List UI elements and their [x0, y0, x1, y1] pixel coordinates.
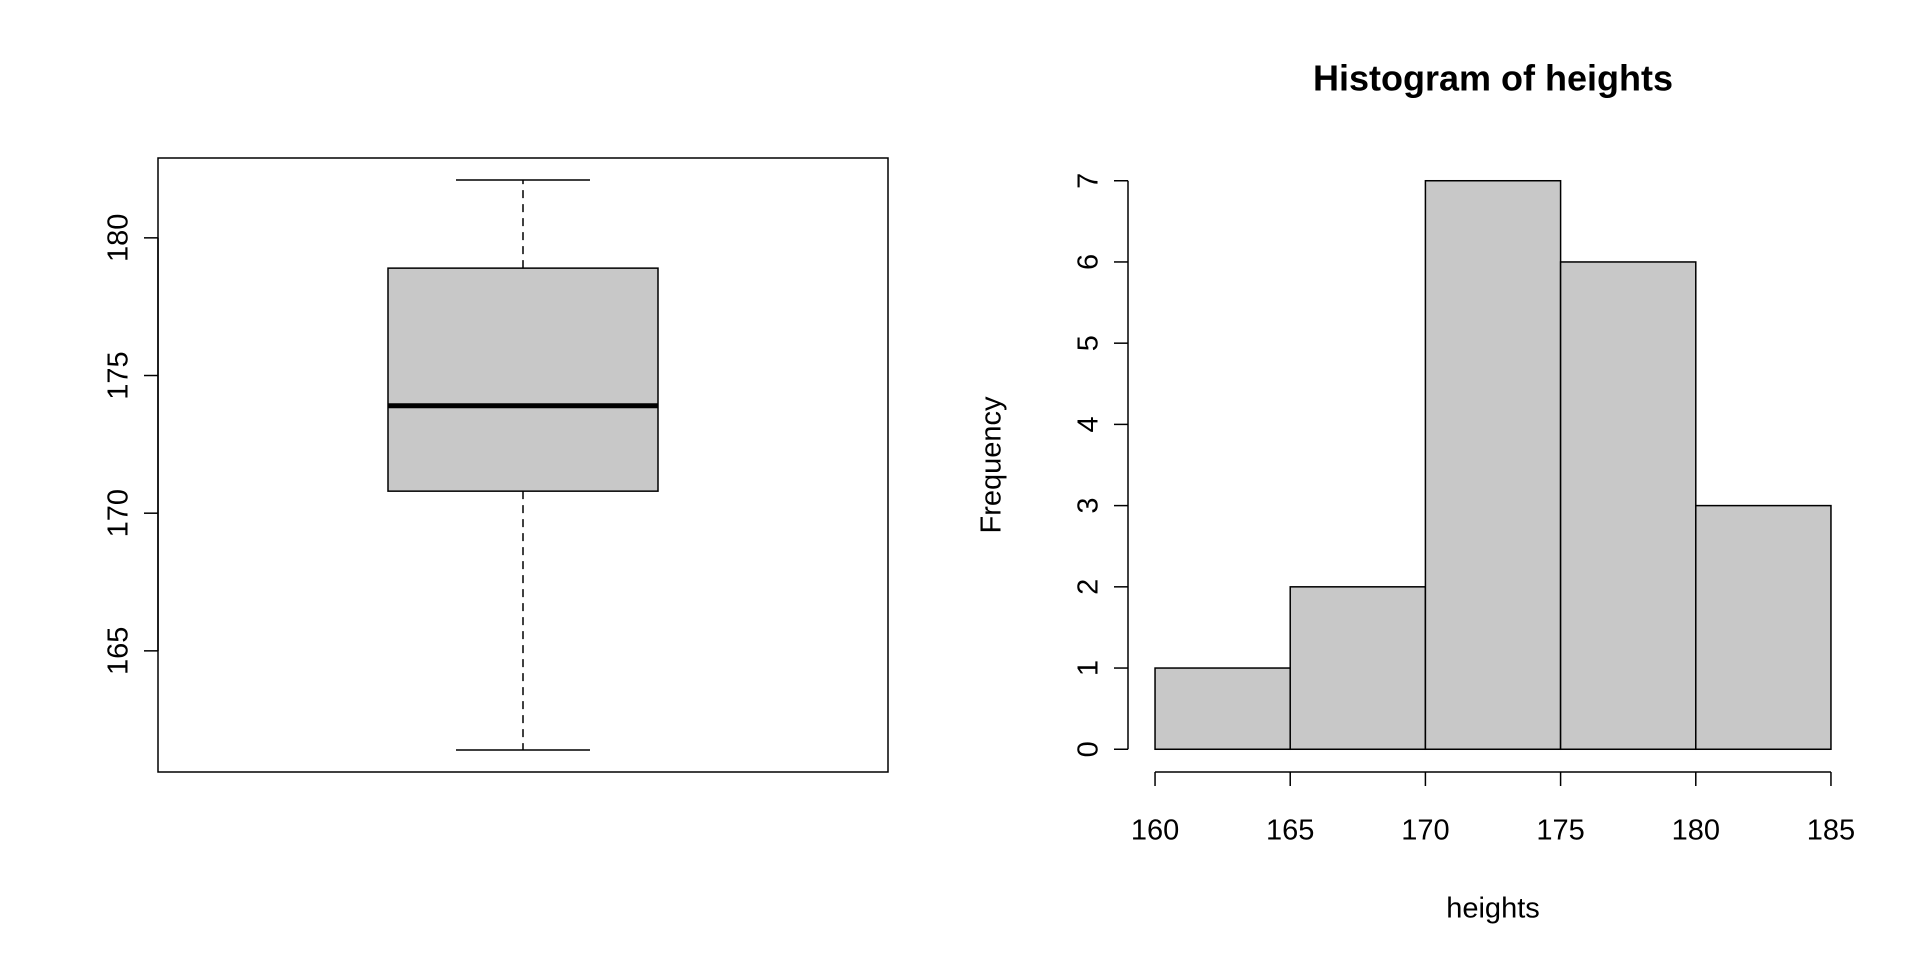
bar: [1424, 179, 1562, 751]
y-tick-label: 6: [1073, 254, 1105, 270]
x-tick-label: 160: [1131, 815, 1179, 847]
y-tick-label: 175: [103, 351, 135, 399]
y-axis-label: Frequency: [976, 396, 1008, 534]
plot-frame: [157, 157, 889, 773]
y-tick-label: 165: [103, 627, 135, 675]
y-tick-label: 5: [1073, 335, 1105, 351]
x-tick-label: 165: [1266, 815, 1314, 847]
bar: [1154, 667, 1291, 751]
y-tick-label: 1: [1073, 660, 1105, 676]
x-tick-label: 175: [1536, 815, 1584, 847]
y-tick-label: 0: [1073, 741, 1105, 757]
y-tick-label: 7: [1073, 173, 1105, 189]
y-tick-label: 3: [1073, 498, 1105, 514]
chart-title: Histogram of heights: [1313, 58, 1673, 99]
box: [387, 267, 659, 492]
x-tick-label: 170: [1401, 815, 1449, 847]
y-tick-label: 180: [103, 214, 135, 262]
y-tick-label: 4: [1073, 416, 1105, 432]
x-axis-label: heights: [1446, 893, 1540, 925]
y-tick-label: 2: [1073, 579, 1105, 595]
y-tick-label: 170: [103, 489, 135, 537]
bar: [1559, 261, 1697, 751]
bar: [1289, 586, 1427, 751]
x-tick-label: 180: [1672, 815, 1720, 847]
bar: [1695, 504, 1832, 751]
x-tick-label: 185: [1807, 815, 1855, 847]
